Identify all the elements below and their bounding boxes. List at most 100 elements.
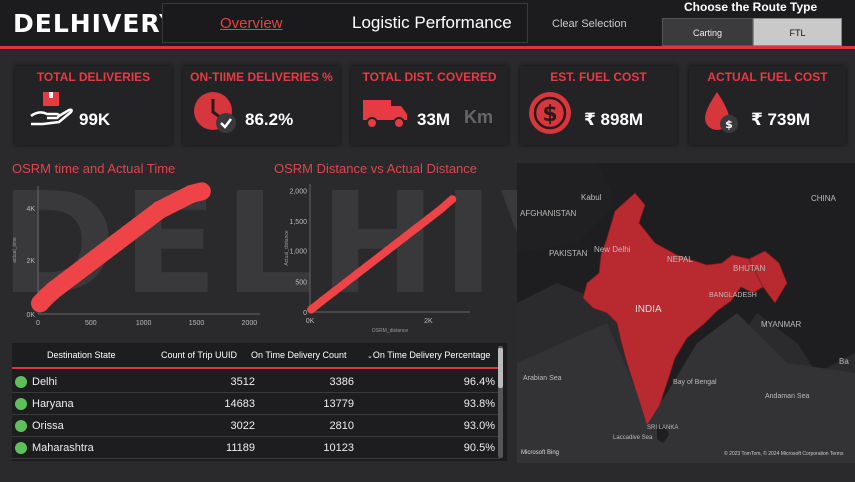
data-point bbox=[377, 251, 386, 260]
cell-on-time: 2810 bbox=[329, 420, 354, 432]
kpi-value: 33M bbox=[417, 110, 451, 129]
data-point bbox=[317, 297, 326, 306]
map-land-afghanistan bbox=[517, 163, 617, 253]
cell-percentage: 90.5% bbox=[463, 442, 495, 454]
table-row[interactable]: Maharashtra 11189 10123 90.5% bbox=[12, 437, 500, 459]
table-scrollbar[interactable] bbox=[498, 346, 503, 458]
table-header-row: Destination State Count of Trip UUID On … bbox=[12, 343, 500, 369]
map-label: New Delhi bbox=[594, 245, 631, 254]
table-row[interactable]: Delhi 3512 3386 96.4% bbox=[12, 371, 500, 393]
map-label: Laccadive Sea bbox=[613, 435, 653, 441]
column-header[interactable]: Count of Trip UUID bbox=[161, 350, 238, 360]
column-header[interactable]: On Time Delivery Count bbox=[251, 350, 347, 360]
x-tick-label: 0 bbox=[36, 320, 40, 327]
map-label: AFGHANISTAN bbox=[520, 209, 577, 218]
cell-on-time: 10123 bbox=[323, 442, 354, 454]
map-label: Bay of Bengal bbox=[673, 379, 717, 386]
kpi-unit: Km bbox=[464, 107, 494, 127]
cell-on-time: 3386 bbox=[329, 376, 354, 388]
data-point bbox=[307, 305, 316, 314]
map-india-northeast[interactable] bbox=[748, 250, 788, 304]
y-tick-label: 1,500 bbox=[289, 219, 307, 226]
map-label: CHINA bbox=[811, 194, 836, 203]
x-tick-label: 2K bbox=[424, 318, 433, 325]
dollar-coin-icon: $ bbox=[529, 92, 571, 134]
map-canvas bbox=[517, 163, 855, 463]
clock-check-icon bbox=[194, 92, 236, 133]
data-point bbox=[353, 269, 362, 278]
header-divider bbox=[0, 46, 855, 49]
column-header[interactable]: Destination State bbox=[47, 350, 116, 360]
y-tick-label: 0K bbox=[26, 312, 35, 319]
y-tick-label: 1,000 bbox=[289, 249, 307, 256]
map-india-region[interactable] bbox=[582, 192, 776, 426]
status-dot-icon bbox=[15, 376, 27, 388]
data-point bbox=[436, 205, 445, 214]
map-label: SRI LANKA bbox=[647, 425, 679, 431]
kpi-on-time-deliveries: ON-TIIME DELIVERIES % 86.2% bbox=[183, 66, 340, 145]
y-tick-label: 0 bbox=[303, 310, 307, 317]
nav-panel bbox=[162, 3, 528, 43]
kpi-title: EST. FUEL COST bbox=[550, 70, 647, 84]
india-map[interactable]: AFGHANISTAN Kabul PAKISTAN New Delhi NEP… bbox=[517, 163, 855, 463]
cell-percentage: 93.8% bbox=[463, 398, 495, 410]
data-point bbox=[329, 287, 338, 296]
status-dot-icon bbox=[15, 442, 27, 454]
route-type-label: Choose the Route Type bbox=[684, 0, 818, 14]
x-tick-label: 2000 bbox=[242, 320, 258, 327]
chart-osrm-distance[interactable]: 0K 2K 0 500 1,000 1,500 2,000 Actual_distance OS… bbox=[270, 178, 500, 338]
cell-state: Maharashtra bbox=[32, 442, 94, 454]
chart-osrm-time[interactable]: 0 500 1000 1500 2000 0K 2K 4K actual_time bbox=[8, 178, 266, 333]
route-carting-button[interactable]: Carting bbox=[662, 18, 753, 46]
y-tick-label: 4K bbox=[26, 206, 35, 213]
data-point bbox=[365, 260, 374, 269]
x-tick-label: 1000 bbox=[136, 320, 152, 327]
map-label: BHUTAN bbox=[733, 264, 766, 273]
x-tick-label: 500 bbox=[85, 320, 97, 327]
chart-osrm-time-title: OSRM time and Actual Time bbox=[12, 161, 176, 176]
map-label: Ba bbox=[839, 357, 849, 366]
table-row[interactable]: Orissa 3022 2810 93.0% bbox=[12, 415, 500, 437]
kpi-total-distance: TOTAL DIST. COVERED 33M Km bbox=[351, 66, 508, 145]
app-logo: DELHIVERY bbox=[13, 9, 179, 38]
map-sri-lanka bbox=[657, 425, 669, 443]
cell-count: 3022 bbox=[230, 420, 255, 432]
scroll-thumb[interactable] bbox=[498, 348, 503, 388]
route-ftl-button[interactable]: FTL bbox=[753, 18, 842, 46]
kpi-value: 99K bbox=[79, 110, 111, 129]
delivery-table: Destination State Count of Trip UUID On … bbox=[12, 343, 507, 461]
column-header-sorted[interactable]: ⌄On Time Delivery Percentage bbox=[367, 350, 490, 360]
cell-on-time: 13779 bbox=[323, 398, 354, 410]
data-point bbox=[341, 278, 350, 287]
microsoft-bing-logo[interactable]: Microsoft Bing bbox=[521, 450, 560, 456]
cell-state: Delhi bbox=[32, 376, 58, 388]
map-copyright[interactable]: © 2023 TomTom, © 2024 Microsoft Corporat… bbox=[724, 451, 844, 457]
map-label: PAKISTAN bbox=[549, 249, 588, 258]
y-axis-label: Actual_distance bbox=[284, 230, 290, 266]
map-label: NEPAL bbox=[667, 255, 693, 264]
cell-state: Haryana bbox=[32, 398, 74, 410]
chart-osrm-distance-title: OSRM Distance vs Actual Distance bbox=[274, 161, 478, 176]
nav-overview-link[interactable]: Overview bbox=[220, 15, 283, 32]
hand-box-icon bbox=[30, 92, 73, 126]
status-dot-icon bbox=[15, 420, 27, 432]
x-tick-label: 0K bbox=[306, 318, 315, 325]
kpi-total-deliveries: TOTAL DELIVERIES 99K bbox=[15, 66, 172, 145]
kpi-value: ₹ 898M bbox=[584, 110, 644, 129]
cell-count: 11189 bbox=[226, 442, 255, 454]
map-sea bbox=[517, 313, 855, 463]
kpi-title: TOTAL DELIVERIES bbox=[36, 70, 151, 84]
cell-count: 3512 bbox=[230, 376, 255, 388]
data-point bbox=[388, 242, 397, 251]
kpi-value: 86.2% bbox=[245, 110, 294, 129]
table-row[interactable]: Haryana 14683 13779 93.8% bbox=[12, 393, 500, 415]
truck-icon bbox=[363, 100, 407, 129]
y-axis-label: actual_time bbox=[12, 237, 18, 263]
y-tick-label: 500 bbox=[295, 279, 307, 286]
svg-text:$: $ bbox=[725, 118, 733, 131]
map-label: Andaman Sea bbox=[765, 393, 810, 400]
map-label: Kabul bbox=[581, 193, 602, 202]
kpi-title: TOTAL DIST. COVERED bbox=[362, 70, 497, 84]
clear-selection-button[interactable]: Clear Selection bbox=[552, 18, 627, 30]
x-tick-label: 1500 bbox=[189, 320, 205, 327]
